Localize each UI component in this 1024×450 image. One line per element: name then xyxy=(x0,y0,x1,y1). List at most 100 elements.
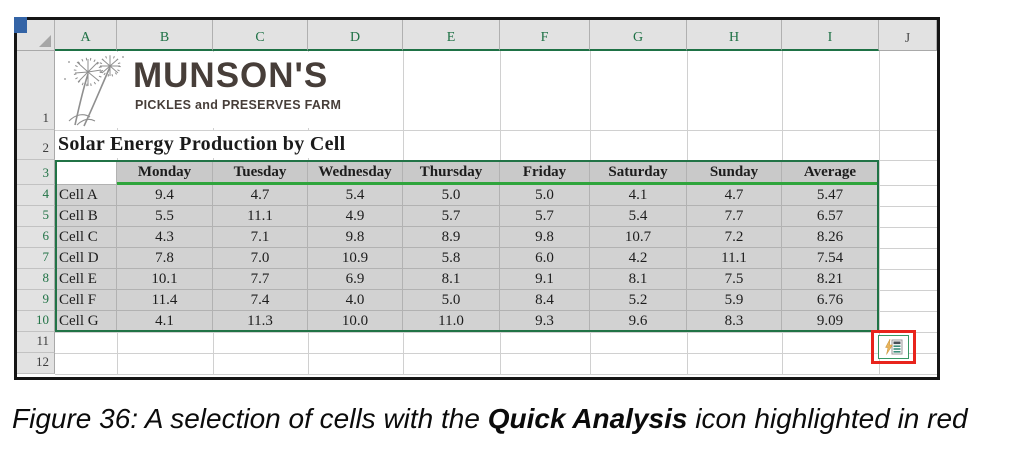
data-cell[interactable]: 4.0 xyxy=(308,290,403,311)
data-cell[interactable]: 9.4 xyxy=(117,185,213,206)
data-cell[interactable]: 7.1 xyxy=(213,227,308,248)
day-header-cell[interactable]: Tuesday xyxy=(213,160,308,185)
data-cell[interactable]: 9.8 xyxy=(500,227,590,248)
gridline-h xyxy=(55,374,937,375)
column-header[interactable]: B xyxy=(117,20,213,51)
spreadsheet-screenshot: A B C D E F G H I J 1 2 3 4 5 6 7 8 9 10… xyxy=(14,17,940,380)
day-header-cell[interactable]: Thursday xyxy=(403,160,500,185)
day-header-cell[interactable]: Sunday xyxy=(687,160,782,185)
gridline-h xyxy=(55,130,937,131)
day-header-cell[interactable]: Saturday xyxy=(590,160,687,185)
data-cell[interactable]: 5.0 xyxy=(403,185,500,206)
data-cell[interactable]: 4.9 xyxy=(308,206,403,227)
data-cell[interactable]: 10.1 xyxy=(117,269,213,290)
data-cell[interactable]: 4.2 xyxy=(590,248,687,269)
column-header[interactable]: A xyxy=(55,20,117,51)
caption-bold: Quick Analysis xyxy=(487,403,688,434)
column-header[interactable]: I xyxy=(782,20,879,51)
data-cell[interactable]: 5.4 xyxy=(590,206,687,227)
data-cell[interactable]: 5.47 xyxy=(782,185,879,206)
data-cell[interactable]: 11.4 xyxy=(117,290,213,311)
row-header[interactable]: 5 xyxy=(17,206,55,227)
row-header[interactable]: 6 xyxy=(17,227,55,248)
data-cell[interactable]: 5.4 xyxy=(308,185,403,206)
column-header[interactable]: F xyxy=(500,20,590,51)
highlight-box xyxy=(871,330,916,364)
data-cell[interactable]: 7.4 xyxy=(213,290,308,311)
data-cell[interactable]: 11.1 xyxy=(213,206,308,227)
data-cell[interactable]: 7.5 xyxy=(687,269,782,290)
row-header[interactable]: 10 xyxy=(17,311,55,332)
row-label-cell[interactable]: Cell A xyxy=(55,185,117,206)
row-header[interactable]: 1 xyxy=(17,51,55,130)
select-all-button[interactable] xyxy=(17,20,55,51)
logo-name: MUNSON'S xyxy=(133,56,329,95)
day-header-cell[interactable]: Friday xyxy=(500,160,590,185)
data-cell[interactable]: 4.1 xyxy=(590,185,687,206)
data-cell[interactable]: 10.0 xyxy=(308,311,403,332)
data-cell[interactable]: 5.8 xyxy=(403,248,500,269)
document-selection-handle xyxy=(14,17,27,33)
data-cell[interactable]: 7.0 xyxy=(213,248,308,269)
quick-analysis-button[interactable] xyxy=(878,335,909,359)
data-cell[interactable]: 7.2 xyxy=(687,227,782,248)
data-cell[interactable]: 9.8 xyxy=(308,227,403,248)
gridline-h xyxy=(55,353,937,354)
row-header[interactable]: 8 xyxy=(17,269,55,290)
data-cell[interactable]: 7.7 xyxy=(213,269,308,290)
data-cell[interactable]: 4.7 xyxy=(687,185,782,206)
row-header[interactable]: 9 xyxy=(17,290,55,311)
data-cell[interactable]: 7.8 xyxy=(117,248,213,269)
data-cell[interactable]: 5.0 xyxy=(500,185,590,206)
data-cell[interactable]: 6.9 xyxy=(308,269,403,290)
data-cell[interactable]: 5.7 xyxy=(500,206,590,227)
row-label-cell[interactable]: Cell F xyxy=(55,290,117,311)
active-cell[interactable] xyxy=(55,160,117,185)
row-label-cell[interactable]: Cell E xyxy=(55,269,117,290)
data-cell[interactable]: 11.1 xyxy=(687,248,782,269)
data-cell[interactable]: 7.7 xyxy=(687,206,782,227)
row-label-cell[interactable]: Cell G xyxy=(55,311,117,332)
day-header-cell[interactable]: Wednesday xyxy=(308,160,403,185)
row-header[interactable]: 11 xyxy=(17,332,55,353)
data-cell[interactable]: 8.1 xyxy=(590,269,687,290)
row-label-cell[interactable]: Cell B xyxy=(55,206,117,227)
data-cell[interactable]: 4.7 xyxy=(213,185,308,206)
data-cell[interactable]: 6.76 xyxy=(782,290,879,311)
data-cell[interactable]: 10.9 xyxy=(308,248,403,269)
data-cell[interactable]: 5.9 xyxy=(687,290,782,311)
row-header[interactable]: 2 xyxy=(17,130,55,160)
data-cell[interactable]: 10.7 xyxy=(590,227,687,248)
gridline-v xyxy=(879,51,880,374)
data-cell[interactable]: 6.57 xyxy=(782,206,879,227)
data-cell[interactable]: 5.5 xyxy=(117,206,213,227)
data-cell[interactable]: 5.7 xyxy=(403,206,500,227)
data-cell[interactable]: 8.21 xyxy=(782,269,879,290)
data-cell[interactable]: 8.1 xyxy=(403,269,500,290)
row-label-cell[interactable]: Cell D xyxy=(55,248,117,269)
column-header[interactable]: J xyxy=(879,20,937,51)
data-cell[interactable]: 4.3 xyxy=(117,227,213,248)
sheet-title-cell[interactable]: Solar Energy Production by Cell xyxy=(55,131,347,158)
data-cell[interactable]: 6.0 xyxy=(500,248,590,269)
data-cell[interactable]: 8.4 xyxy=(500,290,590,311)
day-header-cell[interactable]: Monday xyxy=(117,160,213,185)
column-header[interactable]: G xyxy=(590,20,687,51)
row-header[interactable]: 3 xyxy=(17,160,55,185)
row-header[interactable]: 7 xyxy=(17,248,55,269)
data-cell[interactable]: 9.1 xyxy=(500,269,590,290)
company-logo[interactable]: MUNSON'S PICKLES and PRESERVES FARM xyxy=(57,52,342,128)
caption-prefix: Figure 36: A selection of cells with the xyxy=(12,403,488,434)
column-header[interactable]: D xyxy=(308,20,403,51)
column-header[interactable]: C xyxy=(213,20,308,51)
data-cell[interactable]: 8.9 xyxy=(403,227,500,248)
data-cell[interactable]: 5.2 xyxy=(590,290,687,311)
caption-suffix: icon highlighted in red xyxy=(687,403,968,434)
row-header[interactable]: 4 xyxy=(17,185,55,206)
row-header[interactable]: 12 xyxy=(17,353,55,374)
day-header-cell[interactable]: Average xyxy=(782,160,879,185)
data-cell[interactable]: 5.0 xyxy=(403,290,500,311)
column-header[interactable]: E xyxy=(403,20,500,51)
row-label-cell[interactable]: Cell C xyxy=(55,227,117,248)
column-header[interactable]: H xyxy=(687,20,782,51)
